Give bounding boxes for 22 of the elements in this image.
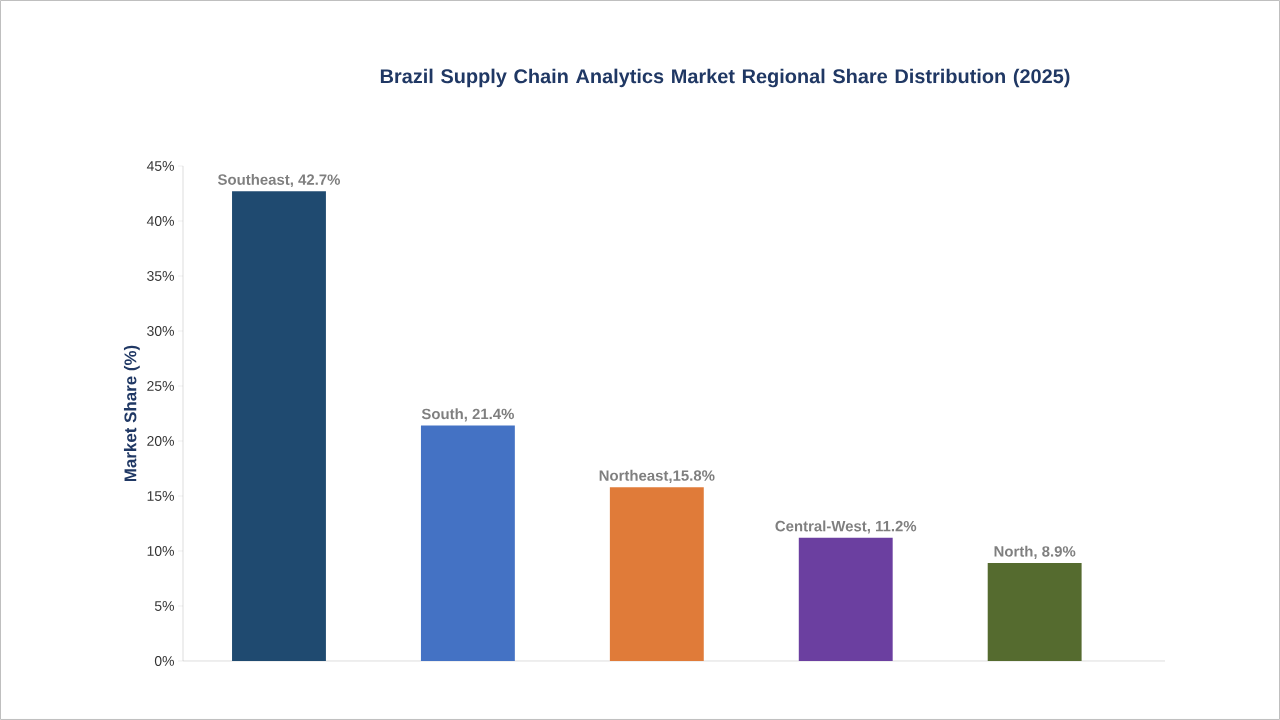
data-label: Southeast, 42.7% xyxy=(217,173,341,188)
y-tick-label: 5% xyxy=(154,601,174,611)
y-tick-label: 25% xyxy=(147,381,174,391)
y-axis-title: Market Share (%) xyxy=(123,345,140,482)
data-label: Central-West, 11.2% xyxy=(775,520,917,534)
y-tick-label: 15% xyxy=(147,491,174,501)
y-tick-label: 40% xyxy=(146,216,174,226)
y-tick-label: 0% xyxy=(154,656,174,666)
chart-title: Brazil Supply Chain Analytics Market Regional Share Distribution (2025) xyxy=(380,68,1070,88)
bar xyxy=(232,191,326,661)
y-tick-label: 20% xyxy=(147,436,174,446)
data-label: North, 8.9% xyxy=(994,545,1076,559)
y-tick-label: 30% xyxy=(147,326,174,336)
data-label: South, 21.4% xyxy=(421,408,514,422)
y-tick-label: 10% xyxy=(147,546,174,556)
y-tick-label: 35% xyxy=(147,271,174,281)
bar xyxy=(798,537,893,661)
y-tick-label: 45% xyxy=(146,161,174,171)
bar xyxy=(420,425,515,661)
data-label: Northeast,15.8% xyxy=(599,469,715,483)
bar xyxy=(987,563,1082,661)
bar xyxy=(609,487,704,661)
